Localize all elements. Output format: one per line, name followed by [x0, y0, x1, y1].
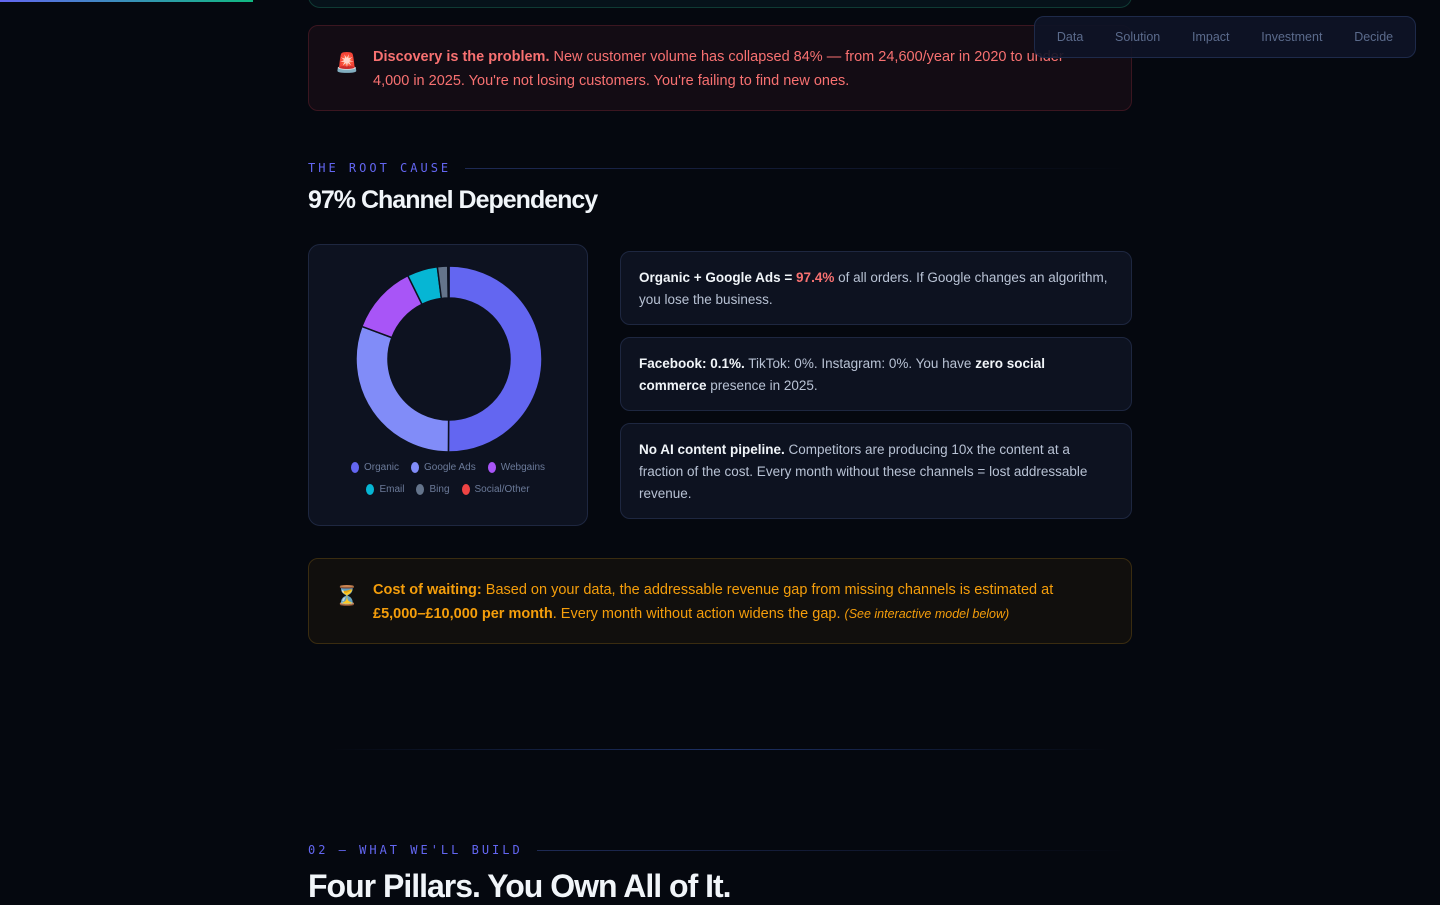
section-eyebrow: 02 — WHAT WE'LL BUILD — [308, 843, 1132, 857]
section-title: 97% Channel Dependency — [308, 186, 598, 214]
legend-label: Organic — [363, 462, 399, 473]
insight-card: No AI content pipeline. Competitors are … — [620, 423, 1132, 519]
legend-swatch — [461, 484, 470, 495]
card-text: Competitors are producing 10x the conten… — [639, 442, 1088, 501]
model-link-note[interactable]: (See interactive model below) — [844, 607, 1010, 621]
legend-row: Organic Google Ads Webgains — [309, 462, 587, 473]
alert-text: . Every month without action widens the … — [552, 606, 845, 622]
discovery-alert: 🚨 Discovery is the problem. New customer… — [308, 25, 1132, 111]
nav-investment[interactable]: Investment — [1261, 30, 1323, 44]
legend-swatch — [350, 462, 359, 473]
donut-slice-social-other[interactable] — [447, 265, 450, 299]
eyebrow-line — [465, 167, 1132, 169]
legend-swatch — [487, 462, 496, 473]
legend-swatch — [411, 462, 419, 473]
donut-slice-google-ads[interactable] — [355, 325, 450, 453]
hourglass-icon: ⏳ — [335, 586, 359, 607]
legend-item[interactable]: Social/Other — [461, 484, 530, 495]
legend-item[interactable]: Email — [366, 484, 404, 495]
legend-item[interactable]: Organic — [350, 462, 399, 473]
card-text: of all orders. If Google changes an algo… — [639, 270, 1108, 307]
card-highlight: 97.4% — [796, 270, 835, 285]
card-bold: Facebook: 0.1%. — [639, 356, 745, 371]
nav-solution[interactable]: Solution — [1115, 30, 1161, 44]
alert-text: New customer volume has collapsed 84% — … — [373, 49, 1064, 89]
previous-card — [308, 0, 1132, 8]
eyebrow-line — [536, 849, 1132, 851]
insight-card: Organic + Google Ads = 97.4% of all orde… — [620, 251, 1132, 325]
alert-heading: Discovery is the problem. — [373, 49, 550, 65]
alert-text: Based on your data, the addressable reve… — [481, 582, 1054, 598]
legend-label: Webgains — [500, 462, 546, 473]
legend-row: Email Bing Social/Other — [309, 484, 587, 495]
donut-chart — [355, 265, 543, 453]
channel-chart-card: Organic Google Ads Webgains Email Bing Socia… — [308, 244, 588, 526]
legend-label: Social/Other — [474, 484, 530, 495]
legend-label: Email — [379, 484, 405, 495]
eyebrow-text: THE ROOT CAUSE — [308, 161, 452, 175]
section-nav: Data Solution Impact Investment Decide — [1034, 16, 1416, 58]
card-bold: No AI content pipeline. — [639, 442, 785, 457]
nav-data[interactable]: Data — [1056, 30, 1084, 44]
eyebrow-text: 02 — WHAT WE'LL BUILD — [308, 843, 523, 857]
legend-label: Bing — [429, 484, 450, 495]
section-title: Four Pillars. You Own All of It. — [308, 868, 732, 904]
legend-item[interactable]: Google Ads — [411, 462, 476, 473]
legend-swatch — [416, 484, 425, 495]
section-divider — [330, 749, 1110, 750]
section-eyebrow: THE ROOT CAUSE — [308, 161, 1132, 175]
insight-card: Facebook: 0.1%. TikTok: 0%. Instagram: 0… — [620, 337, 1132, 411]
nav-decide[interactable]: Decide — [1354, 30, 1394, 44]
alert-bold: £5,000–£10,000 per month — [373, 606, 553, 622]
siren-icon: 🚨 — [335, 53, 359, 74]
legend-swatch — [366, 484, 375, 495]
card-text: presence in 2025. — [706, 378, 818, 393]
card-bold: zero social commerce — [639, 356, 1045, 393]
nav-impact[interactable]: Impact — [1192, 30, 1230, 44]
card-text: TikTok: 0%. Instagram: 0%. You have — [744, 356, 976, 371]
alert-heading: Cost of waiting: — [373, 582, 482, 598]
legend-label: Google Ads — [424, 462, 476, 473]
reading-progress-bar — [0, 0, 254, 2]
cost-alert: ⏳ Cost of waiting: Based on your data, t… — [308, 558, 1132, 644]
card-bold: Organic + Google Ads = — [639, 270, 797, 285]
donut-slice-organic[interactable] — [447, 265, 543, 453]
legend-item[interactable]: Bing — [416, 484, 450, 495]
legend-item[interactable]: Webgains — [487, 462, 546, 473]
